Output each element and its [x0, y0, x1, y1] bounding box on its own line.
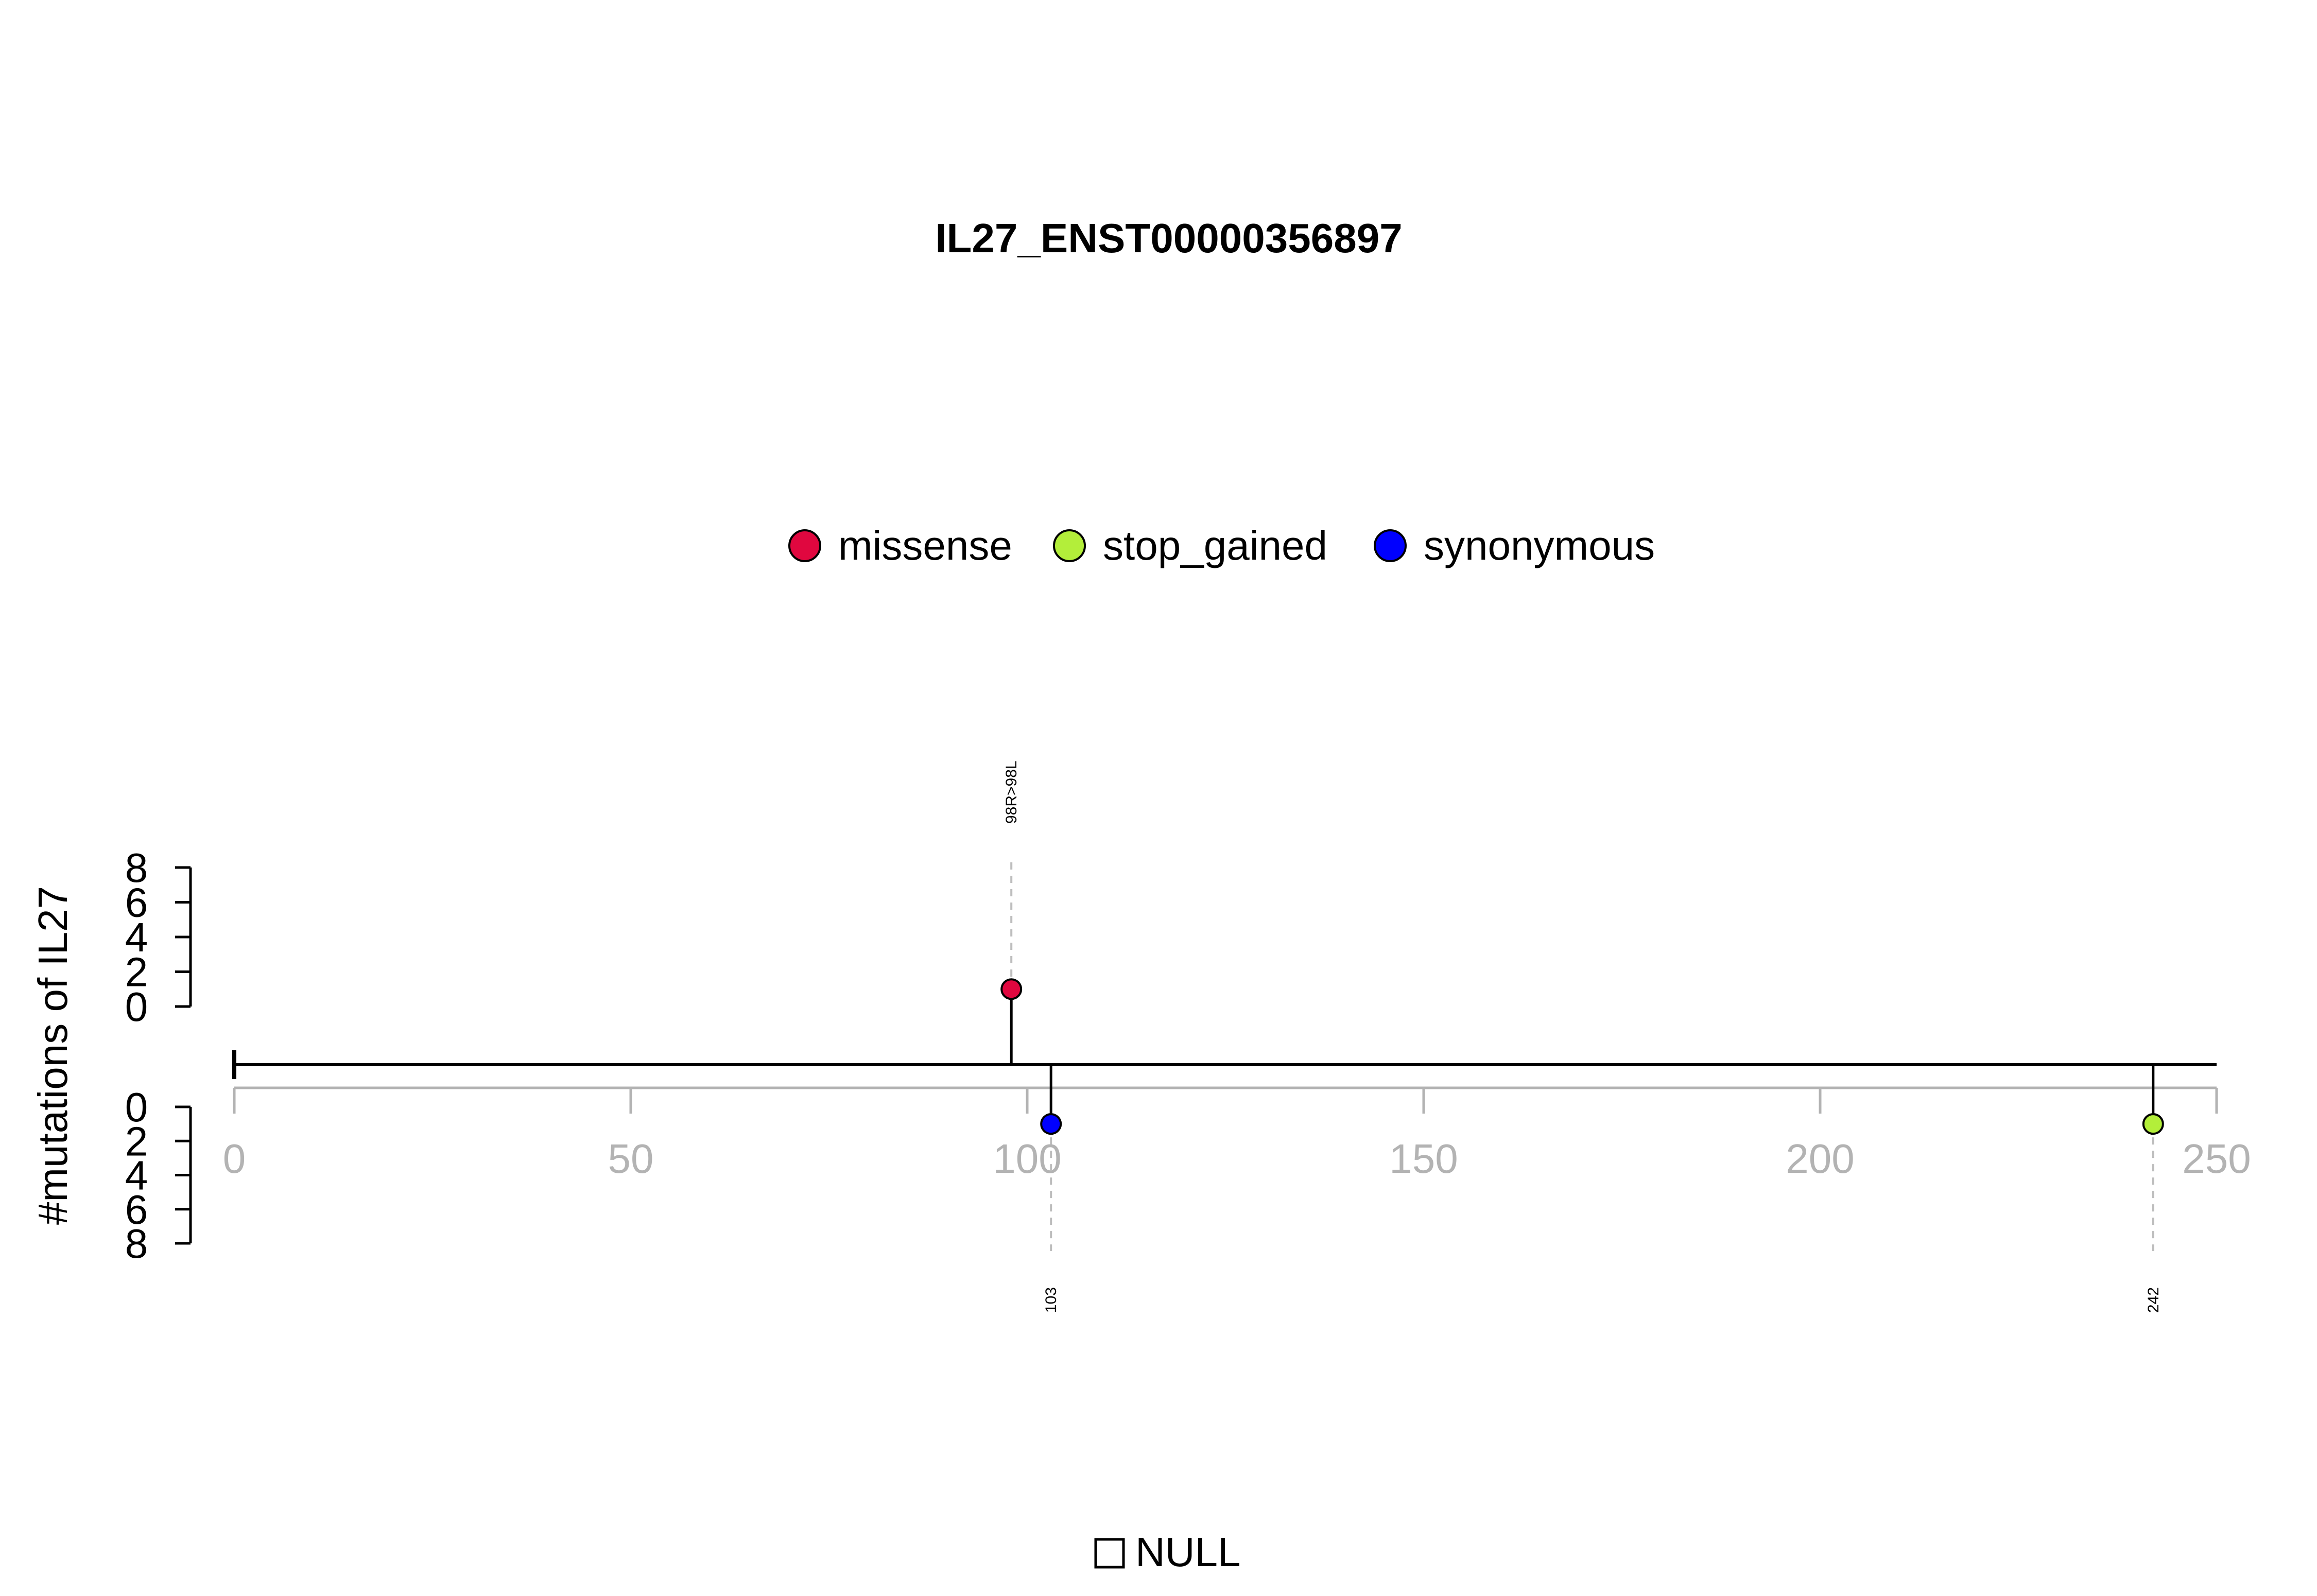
- lower-y-tick-label-0: 0: [125, 1084, 148, 1130]
- x-tick-label-50: 50: [608, 1136, 654, 1182]
- lower-y-tick-label-6: 6: [125, 1187, 148, 1233]
- upper-y-tick-label-8: 8: [125, 845, 148, 891]
- mutation-242: 242: [2142, 1065, 2164, 1313]
- lower-y-tick-label-2: 2: [125, 1118, 148, 1164]
- legend-label-missense: missense: [838, 523, 1012, 568]
- mutation-98: 98R>98L: [1000, 760, 1023, 1065]
- bottom-legend: NULL: [1094, 1529, 1241, 1575]
- null-legend-box: [1094, 1538, 1125, 1569]
- mutation-point: [1000, 978, 1023, 1000]
- x-tick-label-0: 0: [223, 1136, 246, 1182]
- mutation-layer: 98R>98L 103 242: [1000, 760, 2164, 1313]
- legend: missense stop_gained synonymous: [788, 523, 1655, 568]
- mutation-label: 103: [1043, 1287, 1060, 1313]
- upper-y-tick-label-6: 6: [125, 880, 148, 926]
- upper-y-tick-label-0: 0: [125, 984, 148, 1030]
- x-tick-label-200: 200: [1786, 1136, 1854, 1182]
- x-tick-label-150: 150: [1389, 1136, 1458, 1182]
- legend-marker-missense: [788, 529, 821, 562]
- null-legend-label: NULL: [1135, 1529, 1241, 1575]
- mutation-point: [2142, 1113, 2164, 1135]
- chart-title: IL27_ENST00000356897: [935, 215, 1402, 261]
- x-axis: 0 50 100 150 200 250: [223, 1086, 2251, 1182]
- legend-marker-stop_gained: [1053, 529, 1086, 562]
- mutation-103: 103: [1040, 1065, 1062, 1313]
- legend-marker-synonymous: [1374, 529, 1407, 562]
- lower-y-tick-label-4: 4: [125, 1153, 148, 1199]
- mutation-label: 98R>98L: [1003, 760, 1020, 824]
- upper-y-tick-label-4: 4: [125, 914, 148, 960]
- y-axis-label: #mutations of IL27: [30, 886, 76, 1225]
- mutation-point: [1040, 1113, 1062, 1135]
- legend-label-stop_gained: stop_gained: [1103, 523, 1327, 568]
- legend-label-synonymous: synonymous: [1424, 523, 1655, 568]
- x-tick-label-250: 250: [2182, 1136, 2251, 1182]
- lower-y-tick-label-8: 8: [125, 1221, 148, 1267]
- mutation-label: 242: [2145, 1287, 2162, 1313]
- upper-y-tick-label-2: 2: [125, 949, 148, 995]
